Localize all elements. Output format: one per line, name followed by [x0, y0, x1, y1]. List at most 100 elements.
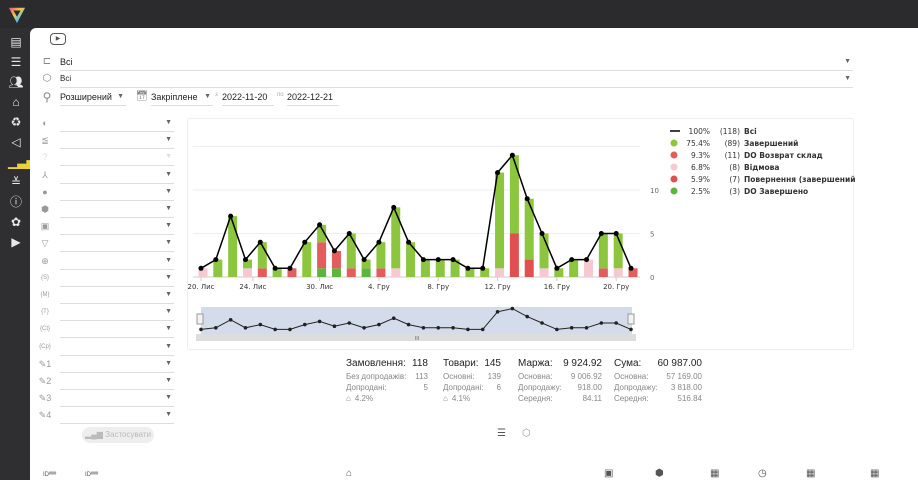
custom-cp-filter-select[interactable]: ▼ — [60, 340, 174, 356]
megaphone-icon[interactable]: ◁ — [11, 135, 21, 149]
from-label: з — [215, 92, 218, 98]
calendar-check-icon[interactable]: ▦ — [870, 468, 880, 479]
chevron-down-icon: ▼ — [165, 273, 172, 281]
custom-ct-filter-select[interactable]: ▼ — [60, 322, 174, 339]
id-list-icon[interactable]: ID═ — [43, 468, 57, 479]
period-mode-select[interactable]: Закріплене ▼ — [151, 90, 213, 106]
from-date-input[interactable]: 2022-11-20 — [222, 90, 274, 106]
list-view-icon[interactable]: ☰ — [497, 428, 506, 439]
chevron-down-icon: ▼ — [165, 119, 172, 126]
total-point — [465, 265, 471, 271]
navigator-handle[interactable] — [627, 313, 635, 325]
to-label: по — [277, 92, 284, 98]
dashboard-icon[interactable]: ▤ — [10, 35, 22, 49]
navigator-point — [317, 319, 322, 324]
x-tick-label: 30. Лис — [306, 283, 333, 291]
legend-item[interactable]: 100% (118) Всі — [670, 127, 757, 136]
legend-pct: 100% — [689, 127, 710, 136]
users-icon[interactable]: 👥︎ — [8, 75, 24, 89]
face-filter-select[interactable]: ▼ — [60, 185, 174, 201]
world-filter-select[interactable]: ▼ — [60, 254, 174, 270]
legend-count: (7) — [729, 175, 740, 184]
timer-icon[interactable]: ◷ — [758, 468, 767, 479]
sum-label: Сума: — [614, 358, 642, 369]
app-logo[interactable] — [8, 6, 26, 24]
bar-segment — [628, 268, 638, 277]
custom-m-filter-select[interactable]: ▼ — [60, 288, 174, 304]
search-mode-select[interactable]: Розширений ▼ — [60, 90, 126, 106]
y-tick-label: 5 — [650, 231, 654, 239]
bar-segment — [317, 268, 327, 277]
product-select[interactable]: Всі ▼ — [60, 72, 853, 88]
navigator-scrollbar[interactable] — [196, 334, 636, 341]
question-filter-select[interactable]: ▼ — [60, 150, 174, 167]
video-icon[interactable]: ▶ — [11, 235, 21, 249]
custom-t-filter-select[interactable]: ▼ — [60, 305, 174, 322]
navigator-window[interactable] — [201, 307, 632, 334]
total-point — [495, 170, 501, 176]
bar-segment — [391, 268, 401, 277]
bar-segment — [495, 268, 505, 277]
total-point — [598, 231, 604, 236]
bank-icon[interactable]: ⌂ — [12, 95, 20, 109]
bag-icon[interactable]: ⌂ — [346, 468, 353, 479]
total-point — [287, 265, 293, 271]
navigator-point — [540, 321, 544, 325]
total-point — [450, 257, 456, 263]
box-filter-select[interactable]: ▼ — [60, 202, 174, 218]
legend-dot-icon — [670, 175, 678, 183]
pen-1-filter-select[interactable]: ▼ — [60, 357, 174, 373]
navigator-point — [599, 321, 604, 325]
triangle-filter-select[interactable]: ▼ — [60, 236, 174, 253]
globe-filter-select[interactable]: ▼ — [60, 116, 174, 132]
box-icon[interactable]: ⬢ — [655, 468, 664, 479]
to-date-input[interactable]: 2022-12-21 — [287, 90, 339, 106]
money-icon[interactable]: ▣ — [604, 468, 614, 479]
calendar-icon[interactable]: ▦ — [710, 468, 720, 479]
bar-segment — [302, 242, 312, 277]
navigator-point — [555, 327, 559, 332]
margin-value: 9 924.92 — [563, 358, 602, 369]
orders-chart: 0 5 10 20. Лис 24. Лис 30. Лис 4. Гру 8. Гру 12.… — [187, 127, 859, 342]
sliders-icon[interactable]: ≚ — [10, 175, 22, 189]
total-point — [317, 222, 323, 228]
custom-s-filter-select[interactable]: ▼ — [60, 271, 174, 287]
group-select[interactable]: Всі ▼ — [60, 55, 853, 71]
legend-item[interactable]: 5.9% (7) Повернення (завершений) — [670, 175, 859, 184]
stat-label: Допродажу: — [614, 383, 658, 392]
chevron-down-icon: ▼ — [844, 58, 851, 65]
pen-4-filter-select[interactable]: ▼ — [60, 408, 174, 425]
apply-button[interactable]: ▂▄▆ Застосувати — [82, 427, 154, 443]
info-icon[interactable]: ⓘ — [9, 195, 22, 209]
cart-icon[interactable]: ♻ — [10, 115, 22, 129]
list-icon[interactable]: ☰ — [10, 55, 22, 69]
custom-ct-icon: {Ct} — [39, 326, 50, 333]
box-view-icon[interactable]: ⬡ — [522, 428, 531, 439]
money-filter-select[interactable]: ▼ — [60, 219, 174, 236]
handshake-icon[interactable]: ✿ — [10, 215, 22, 229]
chevron-down-icon: ▼ — [165, 377, 172, 384]
scrollbar-grip-icon[interactable]: III — [415, 336, 419, 342]
legend-item[interactable]: 75.4% (89) Завершений — [670, 139, 799, 148]
ruler-filter-select[interactable]: ▼ — [60, 133, 174, 150]
bar-segment — [465, 268, 475, 277]
legend-item[interactable]: 9.3% (11) DO Возврат склад — [670, 151, 823, 160]
legend-item[interactable]: 2.5% (3) DO Завершено — [670, 187, 809, 196]
bar-segment — [495, 172, 505, 269]
video-tutorial-icon[interactable]: ▶ — [50, 33, 66, 45]
calendar-clock-icon[interactable]: ▦ — [806, 468, 816, 479]
bar-segment — [450, 259, 460, 277]
legend-count: (3) — [729, 187, 740, 196]
hierarchy-filter-select[interactable]: ▼ — [60, 168, 174, 184]
legend-item[interactable]: 6.8% (8) Відмова — [670, 163, 780, 172]
analytics-icon[interactable]: ▁▃▅ — [8, 155, 36, 169]
navigator-point — [480, 327, 485, 332]
pen-3-filter-select[interactable]: ▼ — [60, 391, 174, 408]
bar-segment — [242, 259, 252, 269]
id-list-alt-icon[interactable]: ID═ — [85, 468, 99, 479]
bar-segment — [391, 207, 401, 269]
navigator-handle[interactable] — [196, 313, 204, 325]
bar-segment — [509, 155, 519, 234]
pen-2-filter-select[interactable]: ▼ — [60, 374, 174, 390]
total-line — [200, 153, 632, 270]
